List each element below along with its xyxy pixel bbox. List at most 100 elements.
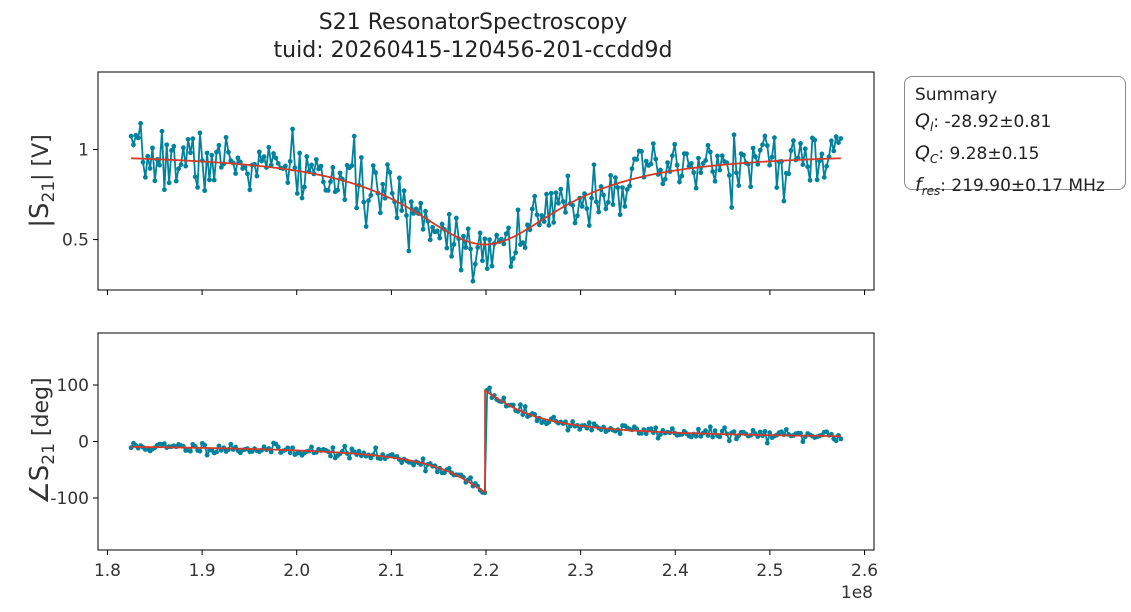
magnitude-data-point	[135, 135, 141, 141]
phase-data-point	[342, 443, 348, 449]
magnitude-data-point	[627, 183, 633, 189]
magnitude-data-point	[342, 197, 348, 203]
magnitude-data-point	[525, 222, 530, 228]
magnitude-data-point	[707, 149, 713, 155]
magnitude-panel: 0.51	[62, 71, 875, 295]
magnitude-data-point	[648, 161, 654, 167]
phase-data-point	[589, 427, 595, 433]
summary-qc: QC: 9.28±0.15	[915, 140, 1115, 172]
phase-fit-line	[131, 388, 841, 495]
phase-data-point	[188, 448, 193, 454]
magnitude-data-point	[719, 153, 725, 159]
magnitude-ylabel: |S21| [V]	[25, 134, 59, 228]
magnitude-data-point	[772, 135, 777, 141]
magnitude-data-point	[468, 246, 473, 252]
magnitude-data-point	[774, 185, 780, 190]
magnitude-data-point	[142, 174, 148, 180]
magnitude-data-point	[477, 230, 483, 236]
magnitude-data-point	[703, 158, 708, 163]
magnitude-data-point	[570, 202, 576, 208]
magnitude-data-point	[802, 146, 808, 152]
magnitude-data-point	[430, 224, 435, 230]
magnitude-data-point	[563, 209, 568, 215]
phase-data-point	[648, 426, 654, 432]
qc-symbol: Q	[915, 142, 930, 164]
magnitude-data-point	[688, 160, 694, 166]
magnitude-data-point	[366, 198, 371, 204]
magnitude-data-point	[188, 150, 193, 156]
magnitude-data-point	[368, 192, 374, 198]
phase-data-point	[726, 438, 732, 444]
magnitude-data-point	[463, 245, 469, 250]
magnitude-data-point	[423, 208, 428, 214]
magnitude-data-point	[624, 187, 630, 192]
phase-data-point	[214, 449, 219, 455]
magnitude-data-point	[427, 237, 433, 243]
magnitude-data-point	[660, 181, 666, 187]
magnitude-data-point	[767, 162, 773, 168]
magnitude-data-point	[698, 170, 704, 176]
magnitude-data-point	[413, 206, 419, 212]
magnitude-data-point	[254, 173, 260, 179]
phase-data-point	[586, 420, 592, 426]
magnitude-data-point	[741, 152, 746, 158]
magnitude-data-point	[337, 170, 343, 176]
phase-data-point	[719, 428, 725, 434]
phase-data-point	[268, 449, 274, 455]
magnitude-data-point	[131, 142, 136, 148]
magnitude-fit-line	[131, 157, 841, 246]
magnitude-data-point	[226, 149, 231, 155]
magnitude-data-point	[603, 206, 609, 212]
magnitude-data-point	[394, 215, 400, 221]
magnitude-data-point	[209, 152, 215, 158]
phase-data-point	[518, 402, 523, 408]
magnitude-data-point	[465, 226, 471, 232]
magnitude-data-point	[499, 236, 504, 242]
phase-data-point	[202, 442, 208, 448]
magnitude-data-point	[537, 222, 542, 228]
magnitude-data-point	[748, 184, 754, 190]
xtick-label: 1.9	[189, 561, 216, 581]
phase-data-point	[653, 425, 659, 431]
ql-value: : -28.92±0.81	[933, 112, 1052, 132]
magnitude-data-point	[261, 154, 267, 160]
phase-data-point	[487, 385, 492, 391]
phase-data-point	[468, 475, 473, 481]
magnitude-data-point	[520, 240, 526, 246]
phase-data-point	[617, 431, 623, 437]
magnitude-data-point	[677, 179, 682, 185]
phase-data-point	[717, 434, 723, 440]
magnitude-data-point	[622, 204, 628, 209]
xtick-label: 1.8	[94, 561, 121, 581]
magnitude-data-point	[290, 126, 295, 132]
magnitude-data-point	[769, 154, 775, 160]
magnitude-data-point	[821, 174, 827, 180]
magnitude-data-point	[161, 187, 167, 193]
xtick-label: 2.2	[472, 561, 499, 581]
phase-data-point	[643, 431, 649, 437]
magnitude-data-point	[653, 156, 659, 162]
magnitude-data-point	[489, 263, 495, 269]
magnitude-data-point	[245, 171, 250, 177]
magnitude-data-point	[358, 155, 364, 160]
magnitude-data-point	[202, 188, 208, 194]
phase-data-point	[722, 425, 727, 431]
phase-data-point	[838, 436, 844, 442]
phase-data-line	[130, 386, 842, 494]
magnitude-data-point	[831, 148, 837, 154]
magnitude-data-point	[710, 169, 716, 174]
phase-data-point	[287, 450, 293, 456]
magnitude-data-point	[451, 242, 457, 247]
magnitude-data-point	[605, 199, 611, 205]
magnitude-data-point	[798, 141, 803, 146]
magnitude-data-point	[617, 212, 623, 218]
summary-legend-box: Summary Ql: -28.92±0.81 QC: 9.28±0.15 fr…	[904, 76, 1126, 198]
phase-data-point	[570, 419, 576, 424]
phase-data-point	[290, 445, 295, 451]
magnitude-data-point	[819, 151, 825, 157]
phase-data-point	[577, 426, 583, 432]
magnitude-data-point	[556, 200, 561, 206]
magnitude-data-point	[553, 190, 559, 196]
phase-data-point	[520, 412, 526, 417]
phase-data-point	[833, 438, 839, 444]
